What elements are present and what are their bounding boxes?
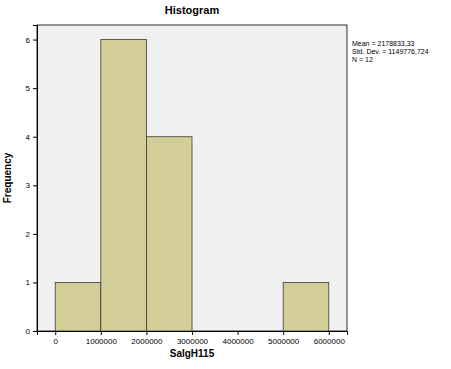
- x-tick-label: 2000000: [131, 337, 163, 346]
- y-tick-mark: [33, 331, 37, 332]
- x-tick: 5000000: [268, 331, 300, 346]
- y-tick-label: 3: [26, 181, 31, 190]
- bar: [55, 282, 101, 331]
- x-tick-mark: [283, 331, 284, 335]
- chart: 0 1000000 2000000 3000000 4000000 5000000 6000…: [0, 0, 451, 369]
- y-axis-line: [33, 26, 38, 332]
- y-tick-label: 0: [26, 327, 31, 336]
- x-axis-title: SalgH115: [170, 348, 215, 359]
- x-tick: 1000000: [86, 331, 118, 346]
- bar: [101, 40, 147, 331]
- x-tick-label: 0: [54, 337, 59, 346]
- x-axis: 0 1000000 2000000 3000000 4000000 5000000 6000…: [38, 331, 348, 346]
- y-tick-mark: [33, 40, 37, 41]
- plot-frame: [37, 25, 347, 331]
- x-tick: 4000000: [223, 331, 255, 346]
- y-tick: 1: [26, 278, 37, 287]
- x-tick-label: 5000000: [268, 337, 300, 346]
- y-tick: 4: [26, 133, 37, 142]
- y-tick: 0: [26, 327, 37, 336]
- title: Histogram: [165, 4, 220, 16]
- x-tick: 0: [54, 331, 59, 346]
- x-tick-label: 4000000: [223, 337, 255, 346]
- y-axis: 0 1 2 3 4 5 6: [26, 26, 38, 337]
- bar: [238, 331, 284, 332]
- bar: [283, 282, 329, 331]
- y-tick-label: 5: [26, 84, 31, 93]
- x-tick-mark: [55, 331, 56, 335]
- bars: [55, 40, 329, 331]
- y-tick: 3: [26, 181, 37, 190]
- y-tick: 5: [26, 84, 37, 93]
- y-tick-mark: [33, 185, 37, 186]
- y-axis-title: Frequency: [2, 152, 13, 203]
- statistic: Mean = 2178833,33: [352, 40, 415, 47]
- x-tick-label: 6000000: [314, 337, 346, 346]
- y-tick-mark: [33, 282, 37, 283]
- x-axis-line: [38, 332, 348, 336]
- x-tick-mark: [329, 331, 330, 335]
- x-tick-label: 1000000: [86, 337, 118, 346]
- x-tick: 3000000: [177, 331, 209, 346]
- plot: 0 1000000 2000000 3000000 4000000 5000000 6000…: [26, 25, 348, 346]
- x-tick-mark: [192, 331, 193, 335]
- x-tick-mark: [146, 331, 147, 335]
- bar: [192, 331, 238, 332]
- y-tick-label: 6: [26, 36, 31, 45]
- y-tick: 2: [26, 230, 37, 239]
- y-tick-mark: [33, 234, 37, 235]
- bar: [146, 137, 192, 331]
- y-tick-label: 1: [26, 278, 31, 287]
- y-tick: 6: [26, 36, 37, 45]
- y-tick-label: 2: [26, 230, 31, 239]
- x-tick-mark: [101, 331, 102, 335]
- x-tick-label: 3000000: [177, 337, 209, 346]
- statistics: Mean = 2178833,33Std. Dev. = 1149776,724…: [352, 40, 429, 63]
- y-tick-mark: [33, 88, 37, 89]
- statistic: Std. Dev. = 1149776,724: [352, 48, 429, 55]
- y-tick-label: 4: [26, 133, 31, 142]
- x-tick-mark: [238, 331, 239, 335]
- x-tick: 6000000: [314, 331, 346, 346]
- x-tick: 2000000: [131, 331, 163, 346]
- statistic: N = 12: [352, 56, 373, 63]
- y-tick-mark: [33, 137, 37, 138]
